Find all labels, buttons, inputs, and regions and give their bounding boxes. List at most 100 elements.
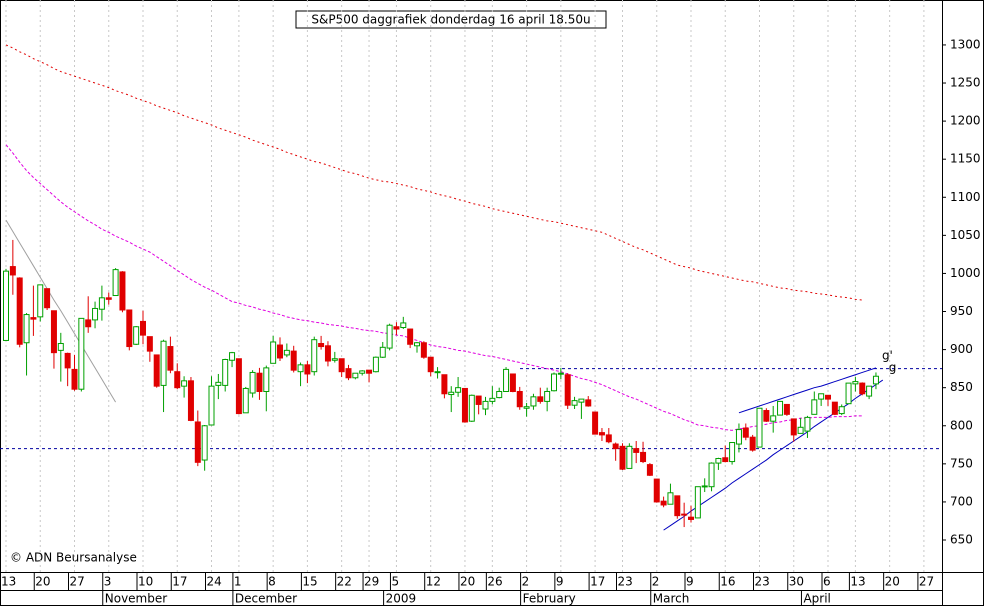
candle-body <box>201 425 208 461</box>
candle-body <box>283 349 290 356</box>
candle-body <box>818 393 825 400</box>
candle-body <box>215 381 222 386</box>
candle-body <box>256 372 263 392</box>
month-label: November <box>105 592 167 606</box>
x-tick-label: 3 <box>104 575 112 589</box>
y-tick-label: 1150 <box>950 152 981 166</box>
line-series <box>738 367 877 414</box>
candle-body <box>653 478 660 503</box>
y-tick-label: 750 <box>950 456 973 470</box>
candle-body <box>44 288 51 309</box>
x-tick-label: 1 <box>234 575 242 589</box>
x-tick-label: 13 <box>850 575 865 589</box>
candle-body <box>92 307 99 321</box>
candle-body <box>571 400 578 406</box>
candle-body <box>133 326 140 345</box>
y-tick-label: 1200 <box>950 114 981 128</box>
x-tick-label: 24 <box>207 575 222 589</box>
candle-body <box>263 367 270 392</box>
candle-body <box>126 309 133 348</box>
candle-body <box>85 319 92 328</box>
candle-body <box>482 400 489 410</box>
candle-body <box>393 326 400 330</box>
x-tick-label: 23 <box>755 575 770 589</box>
candle-body <box>825 394 831 400</box>
candle-body <box>797 426 804 434</box>
candle-body <box>71 368 78 390</box>
x-tick-label: 8 <box>268 575 276 589</box>
line-series <box>5 219 117 403</box>
candle-body <box>434 371 441 374</box>
candle-body <box>674 495 681 517</box>
candle-body <box>660 500 667 506</box>
candle-body <box>414 342 420 347</box>
candle-body <box>831 401 838 415</box>
x-tick-label: 16 <box>720 575 735 589</box>
candle-body <box>866 385 873 397</box>
month-label: February <box>523 592 576 606</box>
candle-body <box>763 410 770 422</box>
x-tick-label: 20 <box>35 575 50 589</box>
candle-body <box>345 368 352 379</box>
candle-body <box>407 328 414 345</box>
candle-body <box>235 358 242 415</box>
x-tick-label: 22 <box>337 575 352 589</box>
candle-body <box>420 342 427 358</box>
candle-body <box>742 427 749 438</box>
copyright: © ADN Beursanalyse <box>10 551 137 565</box>
candle-body <box>475 395 482 405</box>
x-tick-label: 13 <box>1 575 16 589</box>
x-tick-label: 17 <box>590 575 605 589</box>
candle-body <box>57 343 64 351</box>
candle-body <box>242 387 249 414</box>
candle-body <box>633 448 640 453</box>
candle-body <box>859 382 866 395</box>
candle-body <box>804 416 811 432</box>
candle-body <box>605 434 612 443</box>
x-tick-label: 17 <box>172 575 187 589</box>
candle-body <box>400 322 407 329</box>
candle-body <box>441 374 448 395</box>
x-tick-label: 2 <box>522 575 530 589</box>
candle-body <box>468 394 475 422</box>
y-tick-label: 700 <box>950 494 973 508</box>
candle-body <box>564 374 571 406</box>
candle-body <box>23 314 30 344</box>
candle-body <box>681 513 688 516</box>
candle-body <box>640 451 647 463</box>
candle-body <box>592 411 599 435</box>
candle-body <box>667 492 674 505</box>
y-tick-label: 1000 <box>950 266 981 280</box>
candle-body <box>229 352 236 361</box>
candle-body <box>619 445 626 470</box>
candle-body <box>359 370 366 374</box>
x-tick-label: 9 <box>686 575 694 589</box>
candle-body <box>270 341 277 364</box>
candle-body <box>194 421 201 463</box>
line-label: g <box>889 361 897 375</box>
candle-body <box>783 403 790 415</box>
candle-body <box>146 336 153 352</box>
x-tick-label: 27 <box>70 575 85 589</box>
candle-body <box>551 373 557 392</box>
candle-body <box>386 324 393 349</box>
candle-body <box>30 317 37 320</box>
title-box <box>295 10 607 29</box>
x-tick-label: 10 <box>138 575 153 589</box>
candle-body <box>112 269 119 297</box>
candle-body <box>811 399 818 415</box>
candle-body <box>845 382 852 405</box>
candle-body <box>708 462 715 488</box>
candle-body <box>578 398 585 403</box>
x-tick-label: 9 <box>556 575 564 589</box>
candle-body <box>331 358 338 361</box>
candle-body <box>777 400 784 416</box>
candle-body <box>64 352 71 369</box>
x-tick-label: 20 <box>885 575 900 589</box>
month-label: March <box>653 592 690 606</box>
candle-body <box>448 391 455 396</box>
month-label: April <box>803 592 830 606</box>
candle-body <box>770 415 777 422</box>
candle-body <box>372 356 379 373</box>
